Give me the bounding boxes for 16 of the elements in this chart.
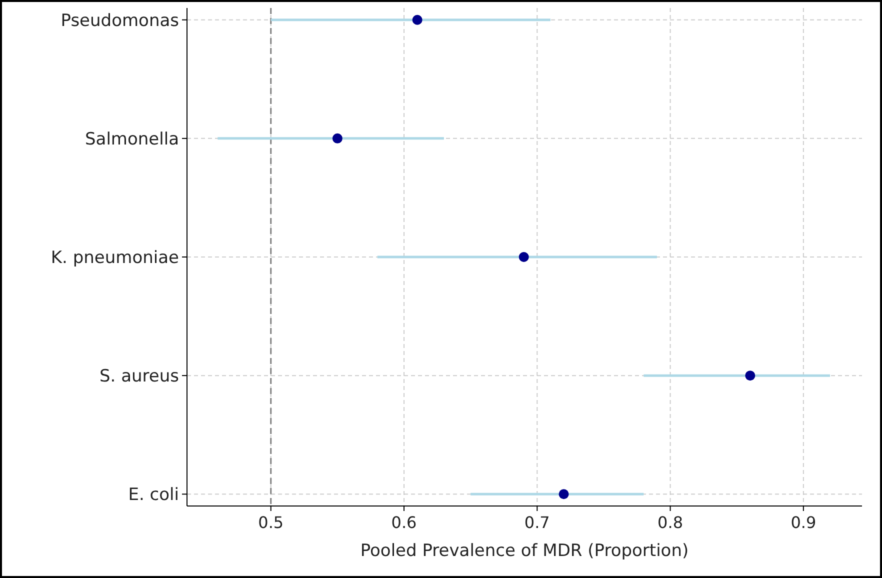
- x-axis-title: Pooled Prevalence of MDR (Proportion): [360, 541, 689, 561]
- point: [412, 14, 422, 25]
- y-tick-label: K. pneumoniae: [50, 248, 179, 268]
- point: [332, 133, 342, 144]
- y-tick-label: S. aureus: [100, 366, 180, 387]
- point: [745, 370, 756, 381]
- point: [558, 489, 569, 500]
- y-tick-label: Pseudomonas: [60, 10, 180, 31]
- x-tick-label: 0.7: [524, 513, 550, 532]
- point: [518, 252, 529, 262]
- y-tick-label: Salmonella: [85, 129, 179, 150]
- x-tick-label: 0.5: [258, 513, 284, 532]
- x-tick-label: 0.6: [391, 513, 417, 532]
- x-tick-label: 0.9: [790, 513, 816, 532]
- y-tick-label: E. coli: [128, 485, 179, 506]
- x-tick-label: 0.8: [658, 513, 684, 532]
